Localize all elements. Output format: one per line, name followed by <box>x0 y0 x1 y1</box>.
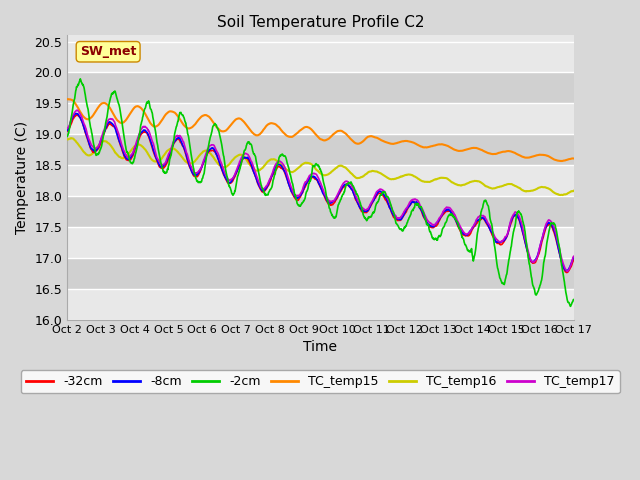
Bar <box>67 165 573 196</box>
Bar <box>67 289 573 320</box>
Title: Soil Temperature Profile C2: Soil Temperature Profile C2 <box>217 15 424 30</box>
X-axis label: Time: Time <box>303 340 337 354</box>
Bar <box>67 227 573 258</box>
Bar <box>67 196 573 227</box>
Bar <box>67 41 573 72</box>
Legend: -32cm, -8cm, -2cm, TC_temp15, TC_temp16, TC_temp17: -32cm, -8cm, -2cm, TC_temp15, TC_temp16,… <box>21 370 620 393</box>
Y-axis label: Temperature (C): Temperature (C) <box>15 121 29 234</box>
Bar <box>67 72 573 103</box>
Text: SW_met: SW_met <box>80 45 136 58</box>
Bar <box>67 258 573 289</box>
Bar <box>67 134 573 165</box>
Bar <box>67 103 573 134</box>
